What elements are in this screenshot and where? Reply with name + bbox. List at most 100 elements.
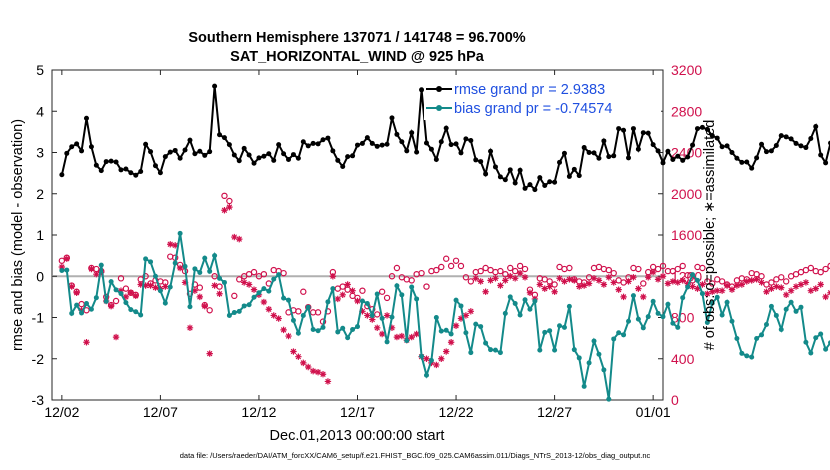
bias-point [69, 310, 75, 316]
obs-assimilated-point [295, 353, 302, 360]
x-axis-ticks: 12/02 12/07 12/12 12/17 12/22 12/27 01/01 [44, 70, 671, 420]
bias-point [561, 324, 567, 330]
bias-point [118, 291, 124, 297]
obs-assimilated-point [664, 280, 672, 287]
obs-assimilated-point [654, 276, 662, 283]
bias-point [660, 314, 666, 320]
rmse-point [542, 183, 548, 188]
bias-point [221, 279, 227, 285]
rmse-point [340, 164, 346, 170]
obs-assimilated-point [137, 281, 144, 288]
bias-point [675, 324, 681, 330]
obs-assimilated-point [571, 277, 578, 284]
bias-point [665, 301, 671, 307]
bias-point [557, 323, 563, 329]
rmse-point [226, 142, 232, 148]
rmse-point [680, 157, 686, 163]
bias-point [79, 310, 85, 316]
right-tick-label: 3200 [671, 62, 702, 78]
x-tick-label: 01/01 [636, 404, 671, 420]
bias-point [591, 338, 597, 344]
rmse-point [79, 148, 85, 154]
obs-possible-point [378, 288, 386, 295]
obs-assimilated-point [689, 283, 696, 290]
obs-assimilated-point [669, 278, 677, 285]
obs-possible-point [709, 280, 716, 287]
obs-assimilated-point [620, 293, 627, 301]
rmse-point [167, 149, 173, 155]
rmse-point [128, 170, 134, 176]
obs-assimilated-point [186, 324, 194, 332]
bias-point [157, 288, 163, 294]
obs-assimilated-point [290, 348, 297, 355]
rmse-point [527, 182, 533, 188]
obs-possible-point [374, 311, 381, 318]
obs-assimilated-point [718, 287, 726, 294]
bias-point [823, 346, 829, 352]
rmse-point [601, 138, 607, 144]
obs-possible-point [408, 277, 415, 284]
bias-point [670, 320, 676, 326]
rmse-point [315, 141, 321, 147]
bias-point [793, 308, 799, 314]
rmse-point [438, 139, 444, 145]
bias-point [507, 294, 513, 300]
x-tick-label: 12/17 [340, 404, 375, 420]
bias-point [355, 324, 360, 330]
bias-point [532, 298, 538, 304]
bias-point [788, 299, 794, 305]
obs-possible-point [679, 262, 686, 270]
obs-possible-point [817, 268, 824, 276]
obs-assimilated-point [792, 283, 800, 290]
bias-point [182, 263, 188, 269]
rmse-point [192, 151, 198, 157]
rmse-point [734, 155, 740, 161]
rmse-point [428, 146, 434, 152]
rmse-point [433, 157, 439, 163]
bias-point [394, 283, 400, 289]
obs-possible-point [295, 308, 302, 315]
bias-point [266, 288, 272, 294]
rmse-point [552, 179, 558, 185]
bias-point [246, 302, 252, 308]
bias-point [251, 294, 257, 300]
rmse-point [281, 151, 287, 157]
rmse-point [744, 159, 750, 165]
left-tick-label: 2 [36, 186, 44, 202]
left-tick-label: -3 [32, 392, 45, 408]
bias-point [74, 302, 80, 308]
right-tick-label: 2800 [671, 103, 702, 119]
rmse-point [325, 135, 331, 141]
bias-point [729, 318, 735, 324]
rmse-point [754, 155, 760, 161]
obs-possible-point [452, 257, 460, 264]
obs-possible-point [226, 197, 233, 205]
rmse-point [374, 143, 380, 149]
rmse-point [739, 159, 745, 165]
obs-assimilated-point [649, 268, 657, 276]
rmse-point [823, 160, 829, 166]
obs-assimilated-point [817, 281, 824, 288]
bias-point [818, 331, 824, 337]
obs-assimilated-point [482, 288, 489, 295]
obs-possible-point [566, 264, 573, 272]
obs-possible-point [196, 284, 204, 291]
rmse-point [497, 174, 503, 180]
rmse-point [517, 167, 523, 173]
rmse-point [364, 135, 370, 141]
bias-point [773, 312, 779, 318]
bias-point [616, 330, 622, 336]
obs-assimilated-point [778, 284, 785, 291]
x-axis-label: Dec.01,2013 00:00:00 start [270, 428, 445, 444]
bias-point [384, 339, 390, 345]
obs-assimilated-point [797, 281, 805, 288]
bias-point [719, 312, 725, 318]
rmse-point [813, 124, 819, 130]
rmse-point [113, 159, 119, 165]
rmse-point [162, 154, 168, 160]
obs-assimilated-point [807, 287, 815, 294]
obs-assimilated-point [171, 242, 179, 249]
obs-assimilated-point [743, 278, 750, 285]
